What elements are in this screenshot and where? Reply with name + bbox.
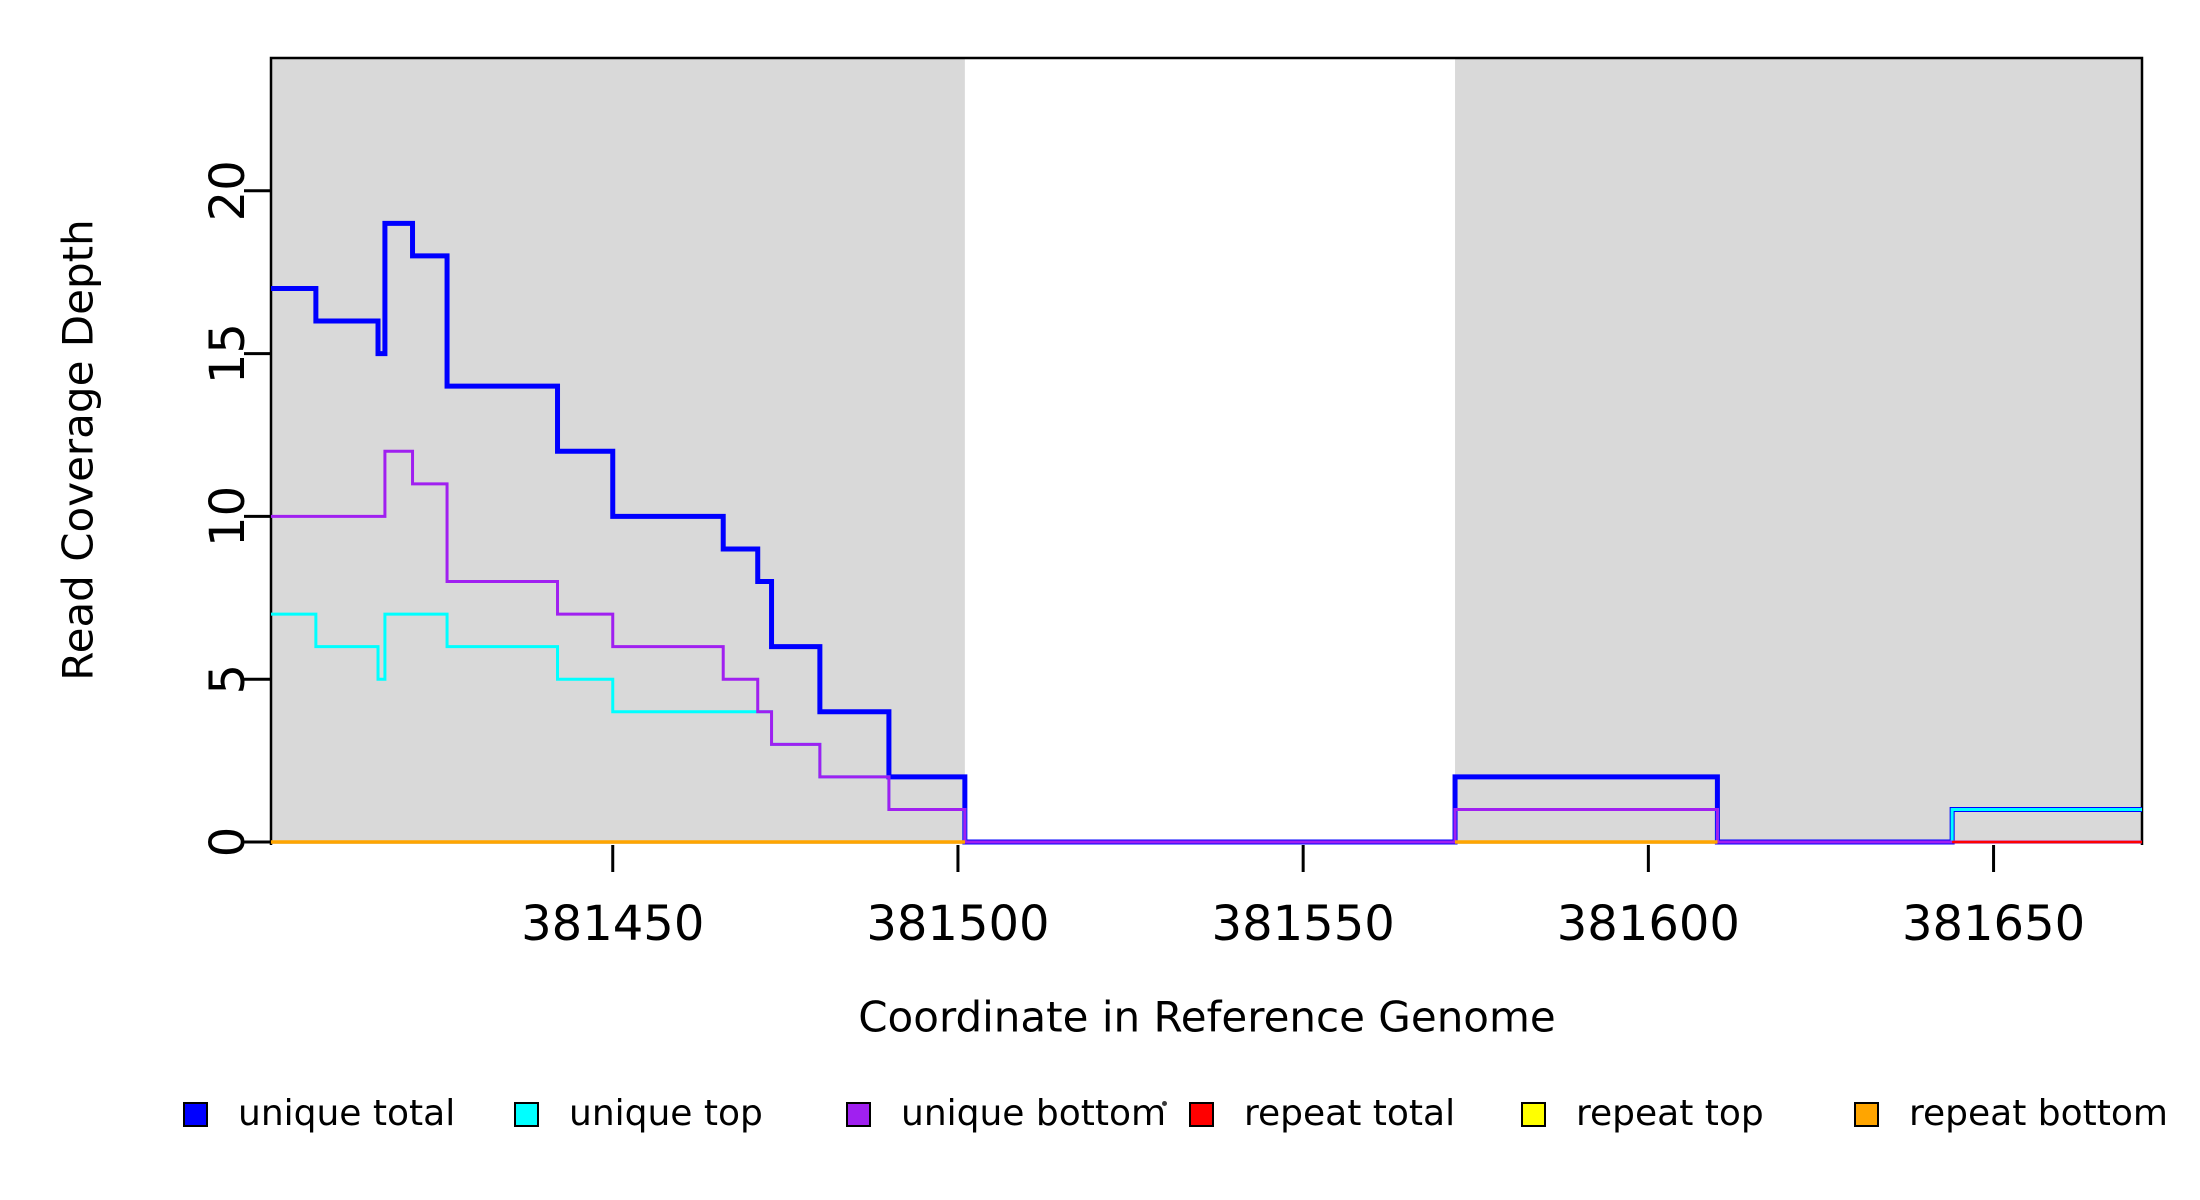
stray-dot [1162,1101,1167,1106]
series-unique-bottom [271,449,2142,844]
x-tick-label: 381450 [521,896,704,952]
y-tick-label: 10 [200,486,256,547]
repeat-region-shading [1455,59,2142,844]
y-tick-label: 0 [200,827,256,858]
x-axis-title: Coordinate in Reference Genome [858,992,1556,1042]
y-tick-label: 15 [200,323,256,384]
x-tick-label: 381500 [866,896,1049,952]
y-tick-label: 20 [200,160,256,221]
y-tick-label: 5 [200,664,256,695]
x-tick-label: 381600 [1557,896,1740,952]
repeat-region-shading [271,59,965,844]
x-tick-label: 381650 [1902,896,2085,952]
y-axis-title: Read Coverage Depth [53,219,103,681]
x-tick-label: 381550 [1212,896,1395,952]
plot-box [269,56,2144,845]
